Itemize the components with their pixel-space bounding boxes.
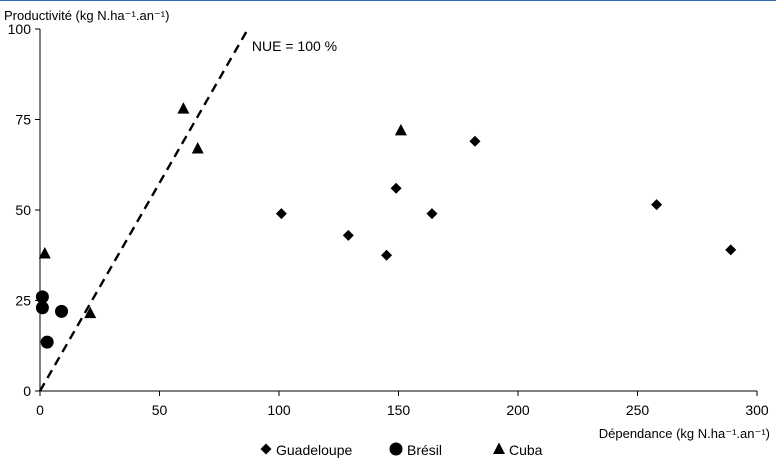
legend-label: Cuba <box>509 442 543 458</box>
y-tick-label: 0 <box>23 383 31 399</box>
top-border <box>0 0 776 1</box>
legend: Guadeloupe Brésil Cuba <box>260 442 543 458</box>
data-point <box>55 304 69 318</box>
data-point <box>35 301 49 315</box>
legend-marker-triangle <box>493 442 505 454</box>
x-tick-label: 150 <box>387 402 411 418</box>
data-point <box>469 135 481 147</box>
x-tick-label: 200 <box>506 402 530 418</box>
y-tick-label: 75 <box>15 112 31 128</box>
data-point <box>84 306 97 319</box>
axes: 0 25 50 75 100 0 50 100 150 200 250 300 <box>8 21 769 418</box>
data-point <box>342 229 354 241</box>
legend-label: Guadeloupe <box>276 442 353 458</box>
data-point <box>35 290 49 304</box>
data-point <box>177 102 190 114</box>
series-guadeloupe <box>275 135 737 261</box>
y-tick-label: 50 <box>15 202 31 218</box>
y-tick-label: 100 <box>8 21 32 37</box>
x-tick-label: 50 <box>152 402 168 418</box>
data-point <box>394 123 407 136</box>
x-axis-label: Dépendance (kg N.ha⁻¹.an⁻¹) <box>599 426 770 441</box>
data-point <box>651 199 663 211</box>
data-point <box>38 246 51 259</box>
data-point <box>426 208 438 220</box>
x-tick-label: 0 <box>36 402 44 418</box>
x-tick-label: 300 <box>745 402 769 418</box>
legend-label: Brésil <box>407 442 442 458</box>
data-point <box>191 141 204 154</box>
data-point <box>390 182 402 194</box>
data-point <box>381 249 393 261</box>
legend-marker-circle <box>389 442 403 456</box>
y-tick-label: 25 <box>15 293 31 309</box>
series-cuba <box>38 102 407 319</box>
x-tick-label: 100 <box>267 402 291 418</box>
data-points <box>35 102 737 349</box>
series-brsil <box>35 290 69 349</box>
data-point <box>725 244 737 256</box>
nue-reference-line: NUE = 100 % <box>38 28 337 392</box>
x-tick-label: 250 <box>626 402 650 418</box>
nue-line-label: NUE = 100 % <box>252 38 337 54</box>
y-axis-label: Productivité (kg N.ha⁻¹.an⁻¹) <box>4 8 169 23</box>
data-point <box>275 208 287 220</box>
nue-line <box>38 28 249 392</box>
legend-marker-diamond <box>260 443 272 455</box>
data-point <box>40 335 54 349</box>
